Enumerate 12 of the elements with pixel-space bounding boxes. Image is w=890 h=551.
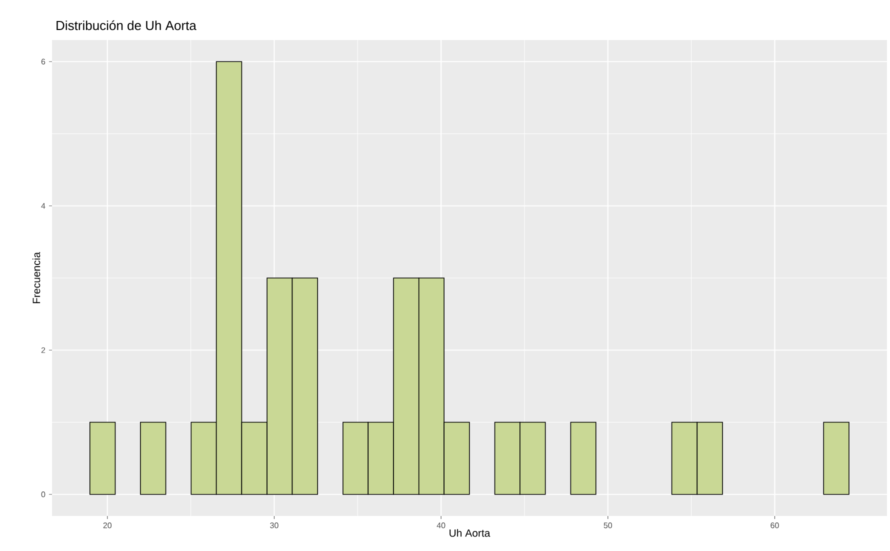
x-tick-label: 60 [770,522,779,528]
y-tick-label: 6 [41,58,46,64]
y-axis-title: Frecuencia [32,252,40,304]
x-tick-label: 50 [604,522,612,528]
y-tick-label: 4 [41,203,46,209]
chart-title: Distribución de Uh Aorta [56,20,196,30]
x-tick-label: 20 [103,522,112,528]
x-tick-label: 30 [270,522,278,528]
y-tick-label: 2 [41,347,46,353]
y-tick-label: 0 [41,492,46,498]
x-axis-title: Uh Aorta [450,529,490,537]
x-tick-label: 40 [436,522,446,528]
